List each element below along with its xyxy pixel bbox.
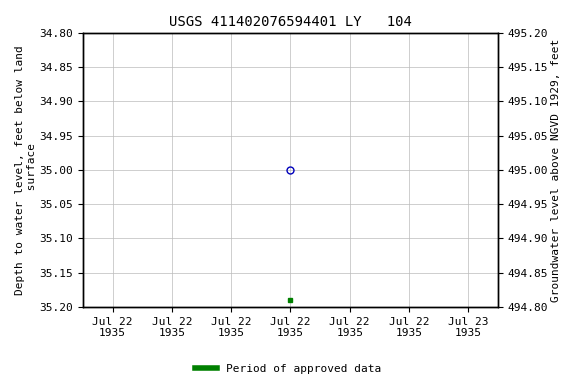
Y-axis label: Groundwater level above NGVD 1929, feet: Groundwater level above NGVD 1929, feet	[551, 38, 561, 301]
Y-axis label: Depth to water level, feet below land
 surface: Depth to water level, feet below land su…	[15, 45, 37, 295]
Legend: Period of approved data: Period of approved data	[191, 359, 385, 379]
Title: USGS 411402076594401 LY   104: USGS 411402076594401 LY 104	[169, 15, 412, 29]
